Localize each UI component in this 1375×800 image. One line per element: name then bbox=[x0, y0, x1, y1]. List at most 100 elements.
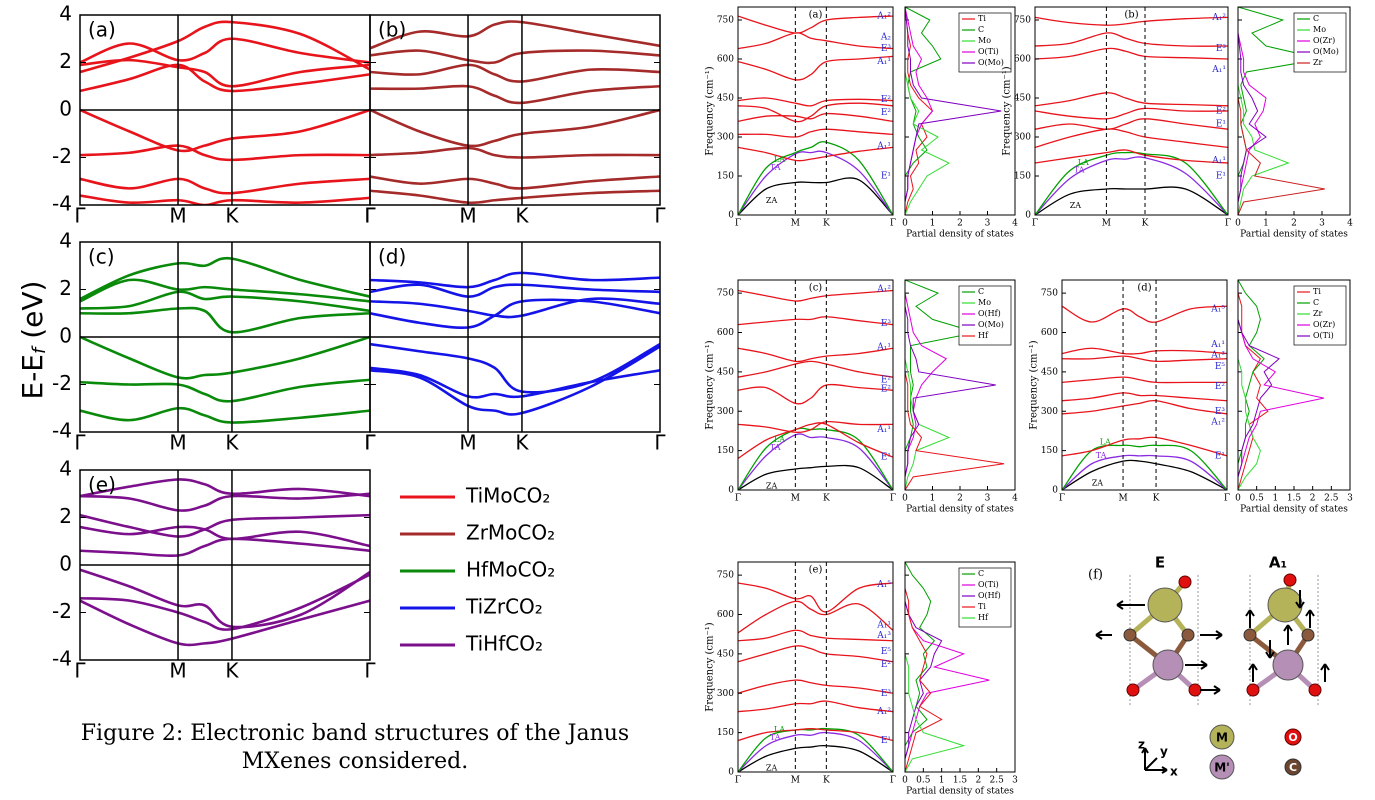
legend-label: HfMoCO₂ bbox=[466, 558, 555, 582]
x-tick-label: Γ bbox=[74, 204, 86, 228]
panel-label: (c) bbox=[809, 283, 823, 294]
frame bbox=[904, 6, 1016, 216]
band-lines bbox=[370, 20, 660, 205]
legend-label: O(Hf) bbox=[978, 591, 1001, 600]
x-tick-label: 4 bbox=[1012, 219, 1018, 229]
band-line bbox=[370, 342, 660, 394]
branches bbox=[1035, 16, 1228, 215]
branch-label: TA bbox=[1096, 451, 1107, 460]
y-tick-label: 4 bbox=[59, 2, 72, 26]
phonon-branch bbox=[738, 360, 893, 378]
mode-label: E² bbox=[881, 95, 892, 105]
frame bbox=[904, 561, 1016, 773]
x-tick-label: Γ bbox=[74, 431, 86, 455]
pdos-lines bbox=[905, 7, 1002, 215]
x-tick-label: 3 bbox=[985, 219, 991, 229]
mode-label: E¹ bbox=[1216, 172, 1226, 182]
x-tick-label: K bbox=[823, 494, 830, 504]
x-tick-label: M bbox=[169, 659, 186, 683]
x-tick-label: 0 bbox=[902, 776, 908, 786]
branch-label: TA bbox=[770, 443, 781, 452]
band-lines bbox=[80, 20, 370, 205]
mode-label: A₁¹ bbox=[876, 57, 891, 67]
atom-c bbox=[1243, 628, 1257, 642]
legend-label: TiHfCO₂ bbox=[465, 632, 543, 656]
x-tick-label: 0 bbox=[1235, 494, 1241, 504]
band-line bbox=[370, 283, 660, 298]
y-tick-label: 4 bbox=[59, 457, 72, 481]
y-axis-label: Frequency (cm⁻¹) bbox=[705, 622, 716, 712]
panel-label: (e) bbox=[88, 473, 116, 497]
panel-label: (d) bbox=[378, 245, 406, 269]
legend-label: C bbox=[978, 287, 984, 296]
x-tick-label: K bbox=[823, 776, 830, 786]
band-line bbox=[80, 568, 370, 629]
phonon-branch bbox=[738, 728, 893, 742]
y-tick-label: 0 bbox=[59, 552, 72, 576]
key-atom bbox=[1284, 728, 1302, 746]
key-atom bbox=[1209, 754, 1235, 780]
pdos-line bbox=[905, 562, 966, 772]
band-line bbox=[370, 189, 660, 205]
phonon-branch bbox=[1035, 47, 1228, 60]
phonon-branch bbox=[738, 289, 893, 302]
band-line bbox=[80, 573, 370, 631]
mode-label: A₁¹ bbox=[876, 621, 891, 631]
x-tick-label: 0 bbox=[1235, 219, 1241, 229]
x-tick-label: K bbox=[515, 204, 529, 228]
phonon-branch bbox=[738, 97, 893, 107]
legend-label: O(Ti) bbox=[978, 47, 999, 56]
y-tick-label: 150 bbox=[717, 446, 734, 456]
x-tick-label: 1 bbox=[930, 219, 936, 229]
atom-m-prime bbox=[1272, 649, 1304, 681]
axes-glyph bbox=[1141, 747, 1168, 774]
ylabel-main: E-E bbox=[16, 354, 49, 400]
atom-o bbox=[1308, 683, 1322, 697]
phonon-branch bbox=[1035, 32, 1228, 47]
legend-label: Mo bbox=[978, 298, 991, 307]
frame bbox=[1237, 6, 1351, 216]
ylabel-unit: (eV) bbox=[16, 281, 49, 348]
mode-title: A₁ bbox=[1269, 554, 1287, 572]
pdos-line bbox=[1238, 7, 1290, 215]
x-tick-label: K bbox=[1142, 219, 1149, 229]
legend-label: Ti bbox=[978, 14, 986, 23]
y-tick-label: 0 bbox=[59, 97, 72, 121]
phonon-branch bbox=[1062, 459, 1227, 490]
phonon-branch bbox=[1062, 376, 1227, 384]
mode-label: A₁¹ bbox=[876, 425, 891, 435]
y-tick-label: 450 bbox=[717, 94, 734, 104]
x-tick-label: M bbox=[459, 204, 476, 228]
caption-line: MXenes considered. bbox=[242, 749, 468, 774]
pdos-lines bbox=[1238, 280, 1324, 490]
pdos-line bbox=[905, 7, 1002, 215]
band-line bbox=[370, 297, 660, 319]
atom-o bbox=[1178, 575, 1192, 589]
legend-box bbox=[1293, 12, 1347, 73]
phonon-branch bbox=[1035, 149, 1228, 164]
y-tick-label: 600 bbox=[717, 610, 734, 620]
frame bbox=[737, 279, 894, 491]
y-axis-label: Frequency (cm⁻¹) bbox=[1002, 66, 1013, 156]
phonon-branch bbox=[738, 150, 893, 215]
x-tick-label: Γ bbox=[364, 431, 376, 455]
branches bbox=[738, 582, 893, 772]
phonon-branch bbox=[738, 420, 893, 433]
band-line bbox=[80, 37, 370, 64]
atom-structure bbox=[1243, 573, 1330, 705]
displacement-arrows bbox=[1245, 590, 1330, 682]
y-tick-label: 150 bbox=[717, 728, 734, 738]
x-axis-label: Partial density of states bbox=[906, 787, 1014, 797]
legend-label: TiZrCO₂ bbox=[465, 595, 543, 619]
axis-name: y bbox=[1160, 745, 1168, 759]
x-tick-label: M bbox=[791, 494, 800, 504]
branch-label: LA bbox=[1078, 158, 1089, 167]
phonon-branch bbox=[1035, 186, 1228, 215]
legend-label: O(Zr) bbox=[1313, 320, 1335, 329]
x-tick-label: 3 bbox=[985, 494, 991, 504]
phonon-branch bbox=[1062, 392, 1227, 402]
band-line bbox=[80, 406, 370, 424]
y-axis-label: Frequency (cm⁻¹) bbox=[705, 66, 716, 156]
